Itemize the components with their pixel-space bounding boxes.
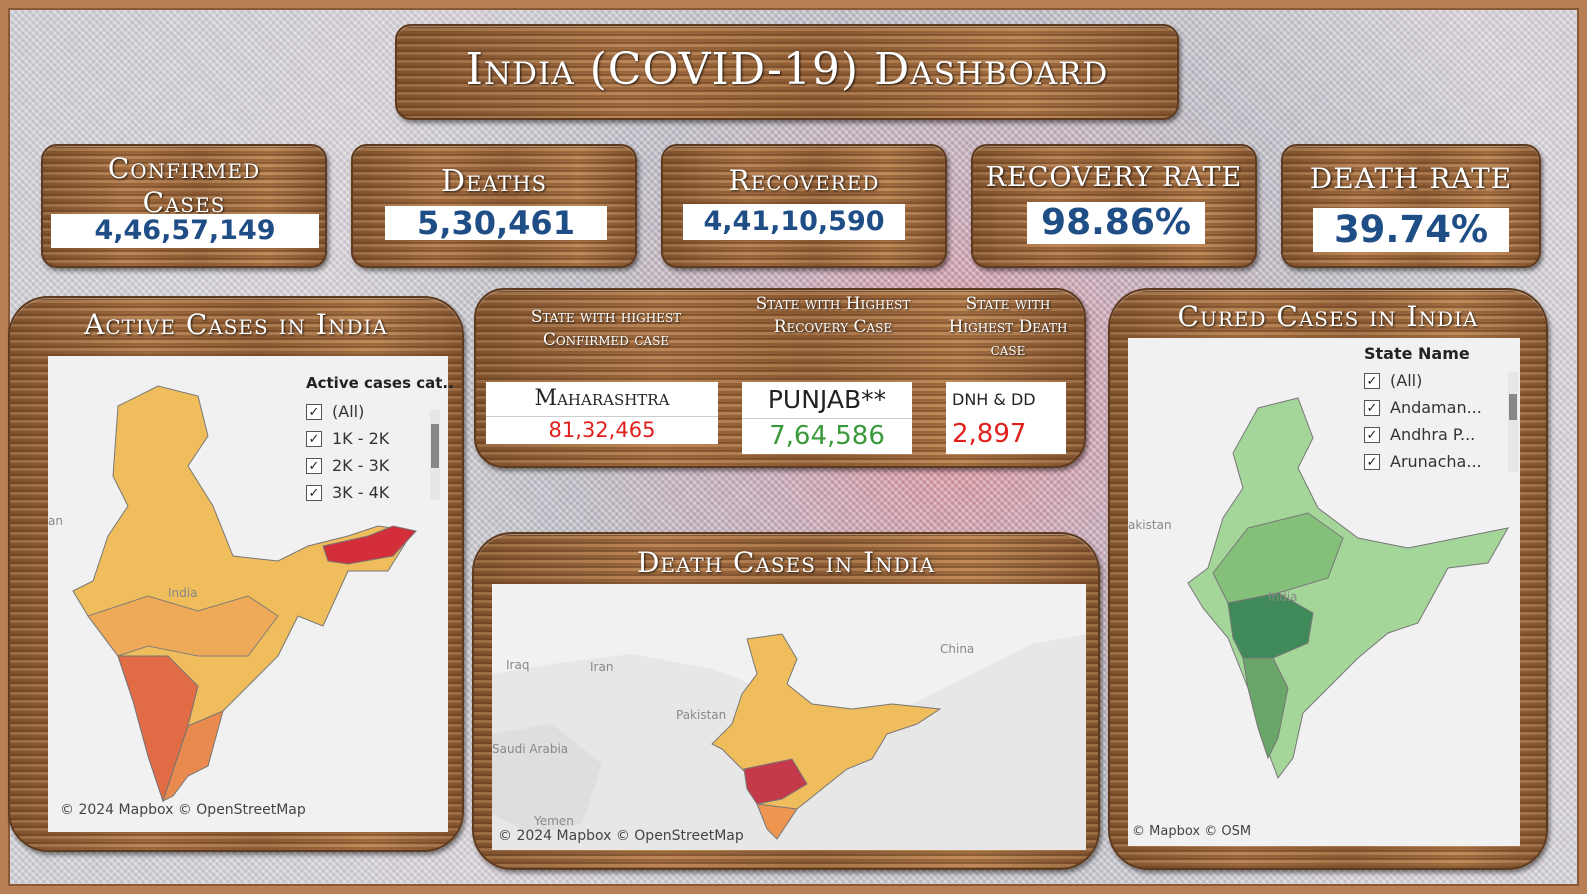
active-map-svg bbox=[72, 385, 417, 803]
title-banner: India (COVID-19) Dashboard bbox=[395, 24, 1179, 120]
highlight-recovery-value: 7,64,586 bbox=[769, 421, 885, 451]
active-cases-panel: Active Cases in India an India © 2024 Ma… bbox=[8, 296, 464, 852]
cured-legend-item-andhra[interactable]: ✓ Andhra P... bbox=[1364, 421, 1482, 448]
highlights-panel: State with highest Confirmed case State … bbox=[474, 288, 1086, 468]
kpi-recovery-rate: RECOVERY RATE 98.86% bbox=[971, 144, 1257, 268]
death-cases-map[interactable]: Iraq Iran Pakistan Saudi Arabia China Ye… bbox=[492, 584, 1086, 850]
cured-south-west[interactable] bbox=[1242, 657, 1289, 760]
kpi-death-rate: DEATH RATE 39.74% bbox=[1281, 144, 1541, 268]
death-map-attribution[interactable]: © 2024 Mapbox © OpenStreetMap bbox=[498, 828, 744, 844]
kpi-confirmed-label: Confirmed Cases bbox=[107, 152, 261, 219]
death-cases-panel: Death Cases in India Iraq Iran Pakistan … bbox=[472, 532, 1100, 870]
checkbox-icon[interactable]: ✓ bbox=[306, 430, 322, 447]
highlight-confirmed-state: Maharashtra bbox=[486, 382, 718, 417]
highlight-confirmed-value: 81,32,465 bbox=[548, 418, 656, 442]
active-map-attribution[interactable]: © 2024 Mapbox © OpenStreetMap bbox=[60, 802, 306, 818]
india-south-east[interactable] bbox=[162, 710, 224, 802]
highlight-confirmed-box: Maharashtra 81,32,465 bbox=[486, 382, 718, 444]
highlight-recovery-state: PUNJAB** bbox=[742, 382, 912, 419]
death-map-label-saudi-arabia: Saudi Arabia bbox=[492, 742, 569, 756]
highlight-death-value: 2,897 bbox=[952, 419, 1027, 449]
kpi-confirmed-value: 4,46,57,149 bbox=[51, 214, 319, 248]
dashboard-title: India (COVID-19) Dashboard bbox=[465, 44, 1109, 95]
checkbox-icon[interactable]: ✓ bbox=[1364, 426, 1380, 443]
active-map-label-india: India bbox=[168, 586, 198, 600]
cured-central[interactable] bbox=[1212, 512, 1344, 604]
death-map-label-iran: Iran bbox=[590, 660, 614, 674]
active-cases-map[interactable]: an India © 2024 Mapbox © OpenStreetMap bbox=[48, 356, 448, 832]
cured-cases-map[interactable]: akistan India © Mapbox © OSM bbox=[1128, 338, 1520, 846]
death-maharashtra[interactable] bbox=[743, 758, 808, 805]
cured-maharashtra[interactable] bbox=[1227, 592, 1314, 659]
cured-map-svg bbox=[1187, 397, 1509, 780]
cured-map-label-india: India bbox=[1268, 590, 1298, 604]
kpi-recovered-value: 4,41,10,590 bbox=[683, 204, 905, 240]
active-legend-item-1k-2k[interactable]: ✓ 1K - 2K bbox=[306, 425, 454, 452]
active-legend-scrollbar[interactable] bbox=[430, 410, 440, 500]
highlight-death-state: DNH & DD bbox=[952, 390, 1036, 409]
kpi-confirmed: Confirmed Cases 4,46,57,149 bbox=[41, 144, 327, 268]
active-legend-item-3k-4k[interactable]: ✓ 3K - 4K bbox=[306, 479, 454, 506]
checkbox-icon[interactable]: ✓ bbox=[306, 403, 322, 420]
kpi-recovered-label: Recovered bbox=[728, 164, 880, 197]
cured-cases-panel: Cured Cases in India akistan India © Map… bbox=[1108, 288, 1548, 870]
kpi-death-rate-value: 39.74% bbox=[1313, 208, 1509, 252]
kpi-recovered: Recovered 4,41,10,590 bbox=[661, 144, 947, 268]
death-map-svg bbox=[492, 633, 1086, 850]
checkbox-icon[interactable]: ✓ bbox=[306, 484, 322, 501]
kpi-recovery-rate-label: RECOVERY RATE bbox=[985, 162, 1243, 193]
active-map-label-an: an bbox=[48, 514, 63, 528]
death-map-label-iraq: Iraq bbox=[506, 658, 530, 672]
active-legend-scroll-thumb[interactable] bbox=[431, 424, 439, 468]
highlight-death-heading: State with Highest Death case bbox=[948, 294, 1068, 360]
highlight-death-box: DNH & DD 2,897 bbox=[946, 382, 1066, 454]
cured-legend-item-andaman[interactable]: ✓ Andaman... bbox=[1364, 394, 1482, 421]
kpi-deaths-label: Deaths bbox=[440, 164, 548, 199]
checkbox-icon[interactable]: ✓ bbox=[306, 457, 322, 474]
active-legend-item-all[interactable]: ✓ (All) bbox=[306, 398, 454, 425]
cured-map-attribution[interactable]: © Mapbox © OSM bbox=[1132, 824, 1252, 839]
kpi-death-rate-label: DEATH RATE bbox=[1309, 162, 1513, 195]
checkbox-icon[interactable]: ✓ bbox=[1364, 372, 1380, 389]
india-northeast[interactable] bbox=[322, 525, 417, 565]
cured-map-label-pakistan: akistan bbox=[1128, 518, 1172, 532]
cured-cases-legend: State Name ✓ (All) ✓ Andaman... ✓ Andhra P.… bbox=[1364, 344, 1482, 475]
cured-legend-title: State Name bbox=[1364, 344, 1470, 363]
checkbox-icon[interactable]: ✓ bbox=[1364, 399, 1380, 416]
active-cases-title: Active Cases in India bbox=[84, 308, 388, 341]
death-map-label-china: China bbox=[940, 642, 975, 656]
death-map-label-pakistan: Pakistan bbox=[676, 708, 727, 722]
cured-legend-scroll-thumb[interactable] bbox=[1509, 394, 1517, 420]
kpi-deaths-value: 5,30,461 bbox=[385, 206, 607, 240]
cured-legend-scrollbar[interactable] bbox=[1508, 372, 1518, 472]
cured-legend-item-arunachal[interactable]: ✓ Arunacha... bbox=[1364, 448, 1482, 475]
highlight-confirmed-heading: State with highest Confirmed case bbox=[530, 307, 682, 350]
kpi-deaths: Deaths 5,30,461 bbox=[351, 144, 637, 268]
checkbox-icon[interactable]: ✓ bbox=[1364, 453, 1380, 470]
cured-legend-item-all[interactable]: ✓ (All) bbox=[1364, 367, 1482, 394]
india-central-band[interactable] bbox=[87, 595, 279, 657]
cured-cases-title: Cured Cases in India bbox=[1177, 300, 1479, 333]
highlight-recovery-heading: State with Highest Recovery Case bbox=[755, 294, 911, 337]
active-legend-item-2k-3k[interactable]: ✓ 2K - 3K bbox=[306, 452, 454, 479]
active-legend-title: Active cases cat.. bbox=[306, 374, 454, 392]
highlight-recovery-box: PUNJAB** 7,64,586 bbox=[742, 382, 912, 454]
active-cases-legend: Active cases cat.. ✓ (All) ✓ 1K - 2K ✓ 2K -… bbox=[306, 374, 454, 506]
death-cases-title: Death Cases in India bbox=[636, 546, 936, 579]
death-south[interactable] bbox=[756, 803, 798, 840]
region-arabia bbox=[492, 724, 602, 834]
death-map-label-yemen: Yemen bbox=[534, 814, 574, 828]
kpi-recovery-rate-value: 98.86% bbox=[1027, 202, 1205, 244]
